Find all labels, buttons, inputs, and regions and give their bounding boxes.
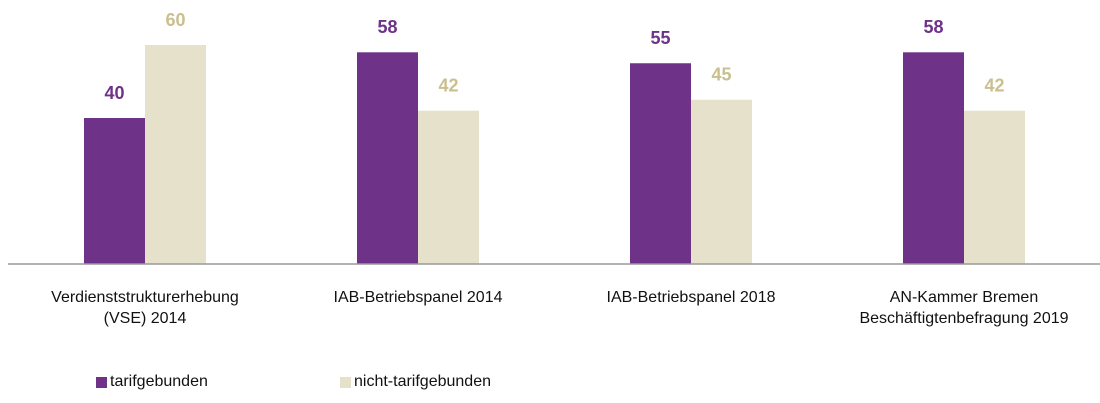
value-label: 40 — [104, 83, 124, 103]
value-label: 58 — [923, 17, 943, 37]
bar — [630, 63, 691, 264]
legend-label: tarifgebunden — [110, 373, 208, 390]
legend-swatch — [340, 377, 351, 388]
legend-swatch — [96, 377, 107, 388]
bar — [145, 45, 206, 264]
x-tick-label: IAB-Betriebspanel 2018 — [606, 289, 776, 306]
value-label: 60 — [165, 10, 185, 30]
bar — [357, 52, 418, 264]
bar — [903, 52, 964, 264]
value-label: 45 — [711, 65, 731, 85]
value-label: 55 — [650, 28, 670, 48]
x-tick-label: AN-Kammer Bremen Beschäftigtenbefragung … — [859, 289, 1069, 327]
bar — [964, 110, 1025, 264]
bar — [418, 110, 479, 264]
x-tick-label: Verdienststrukturerhebung (VSE) 2014 — [51, 289, 239, 327]
x-tick-label: IAB-Betriebspanel 2014 — [333, 289, 503, 306]
legend-label: nicht-tarifgebunden — [354, 373, 491, 390]
value-label: 58 — [377, 17, 397, 37]
bar — [84, 118, 145, 264]
bar — [691, 99, 752, 264]
value-label: 42 — [984, 75, 1004, 95]
value-label: 42 — [438, 75, 458, 95]
